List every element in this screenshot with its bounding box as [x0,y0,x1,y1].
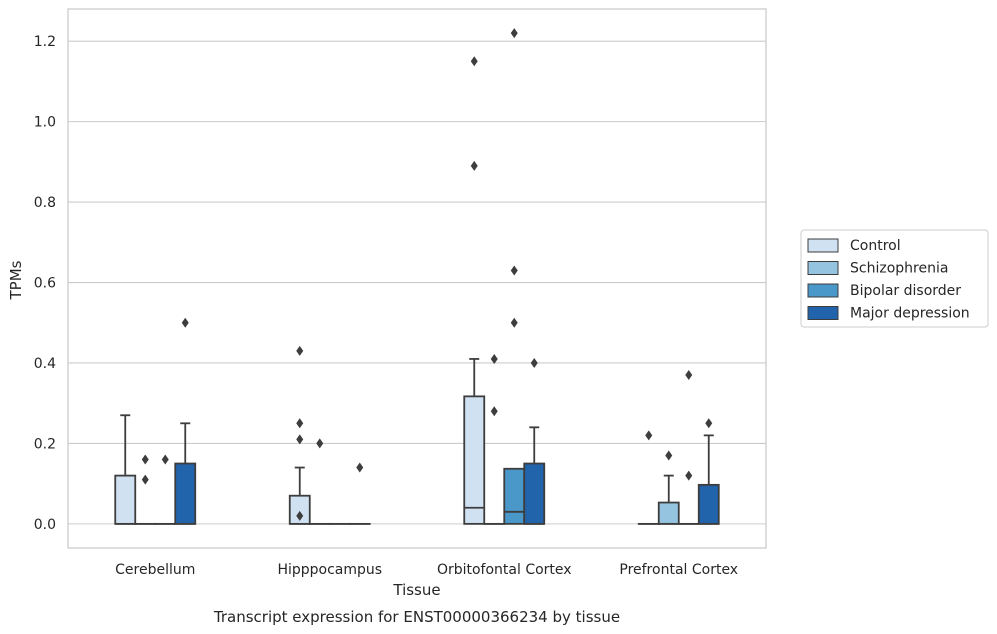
y-tick-label: 1.0 [34,115,56,131]
y-tick-label: 0.6 [34,276,56,292]
box-control [288,345,311,525]
legend-items: Control Schizophrenia Bipolar disorder Majo… [807,238,970,322]
outlier-point [665,450,673,461]
outlier-point [685,370,693,381]
outlier-point [470,160,478,171]
box-body [523,462,546,525]
outlier-point [705,418,713,429]
y-tick-label: 0.8 [34,195,56,211]
outlier-point [296,434,304,445]
legend-swatch [807,261,839,275]
outlier-point [296,418,304,429]
legend-swatch [807,283,839,298]
outlier-point [645,430,653,441]
legend-label: Schizophrenia [850,261,948,277]
y-tick-labels: 0.0 0.2 0.4 0.6 0.8 1.0 1.2 [34,34,56,533]
x-tick-label: Hipppocampus [277,562,382,578]
box-body [174,462,197,525]
box-control [637,430,660,525]
y-tick-label: 0.0 [34,517,56,533]
plot-marks [114,28,720,525]
box-schizophrenia [134,454,157,525]
y-tick-label: 0.2 [34,436,56,452]
box-major-depression [523,357,546,525]
legend-label: Bipolar disorder [850,283,961,299]
box-schizophrenia [483,353,506,525]
outlier-point [470,56,478,67]
box-schizophrenia [308,438,331,525]
outlier-point [490,406,498,417]
outlier-point [181,317,189,328]
outlier-point [685,470,693,481]
x-tick-labels: Cerebellum Hipppocampus Orbitofontal Corte… [115,562,738,578]
x-tick-label: Cerebellum [115,562,195,578]
box-major-depression [697,418,720,525]
outlier-point [510,317,518,328]
x-tick-label: Prefrontal Cortex [619,562,738,578]
x-axis-title: Tissue [392,581,440,599]
legend-label: Control [850,238,901,254]
grid-lines [68,40,766,525]
outlier-point [356,462,364,473]
box-body [463,395,486,525]
outlier-point [141,474,149,485]
outlier-point [510,28,518,39]
box-major-depression [174,317,197,525]
plot-frame [67,8,767,549]
legend-frame [800,229,989,328]
box-body [114,474,137,525]
legend: Control Schizophrenia Bipolar disorder Majo… [800,229,989,328]
box-body [697,483,720,525]
box-control [463,56,486,525]
box-bipolar-disorder [154,454,177,525]
legend-swatch [807,306,839,320]
x-tick-label: Orbitofontal Cortex [437,562,572,578]
box-control [114,414,137,525]
chart-caption: Transcript expression for ENST0000036623… [213,608,620,626]
box-schizophrenia [657,450,680,525]
outlier-point [141,454,149,465]
legend-swatch [807,238,839,253]
y-tick-label: 0.4 [34,356,56,372]
box-bipolar-disorder [503,28,526,525]
y-tick-label: 1.2 [34,34,56,50]
outlier-point [316,438,324,449]
legend-label: Major depression [850,306,970,322]
box-major-depression [348,462,371,525]
outlier-point [490,353,498,364]
box-body [657,501,680,525]
outlier-point [296,345,304,356]
y-axis-title: TPMs [7,260,25,300]
outlier-point [296,510,304,521]
outlier-point [510,265,518,276]
box-body [503,467,526,525]
box-bipolar-disorder [677,370,700,525]
outlier-point [530,357,538,368]
outlier-point [161,454,169,465]
